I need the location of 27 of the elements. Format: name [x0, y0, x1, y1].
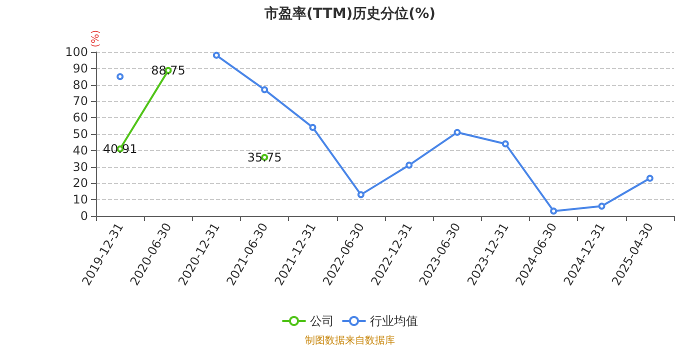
y-tick-label: 50 — [72, 127, 88, 141]
chart-title: 市盈率(TTM)历史分位(%) — [264, 5, 436, 22]
y-tick-label: 90 — [72, 61, 88, 76]
point — [502, 140, 509, 148]
y-tick-label: 10 — [72, 192, 88, 207]
y-tick-label: 60 — [72, 110, 88, 125]
point — [116, 73, 124, 80]
text: 制图数据来自数据库 — [305, 334, 395, 346]
y-tick-label: 80 — [72, 78, 88, 92]
legend-label: 行业均值 — [370, 314, 418, 328]
y-tick-label: 100 — [65, 45, 88, 59]
y-tick-label: 70 — [72, 94, 88, 108]
y-axis-title: (%) — [90, 30, 102, 48]
point — [550, 208, 558, 215]
legend-label: 公司 — [310, 314, 334, 328]
y-tick-label: 40 — [72, 143, 88, 158]
y-tick-label: 30 — [72, 160, 88, 174]
point — [454, 128, 461, 136]
point — [598, 202, 606, 210]
point — [309, 124, 316, 131]
y-tick-label: 0 — [80, 209, 88, 223]
point — [261, 86, 268, 94]
point — [406, 162, 413, 169]
y-tick-label: 20 — [72, 176, 88, 190]
point — [357, 191, 364, 198]
point — [646, 174, 654, 182]
point — [212, 52, 220, 59]
